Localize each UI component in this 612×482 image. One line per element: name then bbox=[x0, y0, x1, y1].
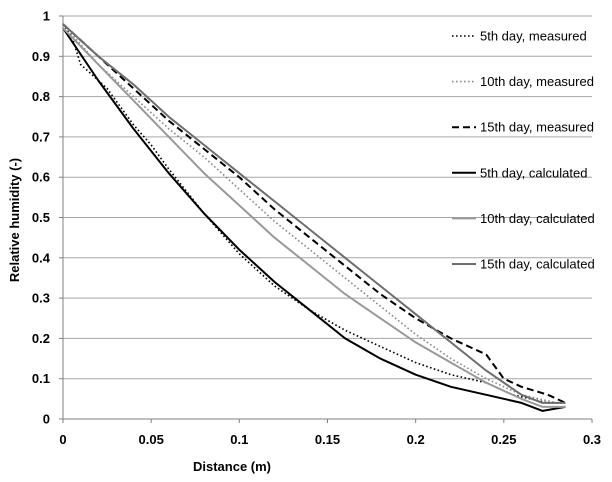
legend: 5th day, measured 10th day, measured 15th … bbox=[452, 29, 595, 272]
series-line-2 bbox=[62, 23, 557, 404]
y-tick-label: 0.5 bbox=[32, 210, 50, 225]
legend-label-4: 5th day, calculated bbox=[480, 165, 587, 180]
y-tick-label: 0.8 bbox=[32, 89, 50, 104]
series-line-3 bbox=[62, 23, 566, 404]
y-axis-title: Relative humidity (-) bbox=[7, 158, 22, 282]
ticks-layer: 0 0.1 0.2 0.3 0.4 0.5 0.6 0.7 0.8 0.9 1 0 0.05 0.1 0.1… bbox=[32, 9, 601, 448]
x-tick-label: 0.1 bbox=[230, 432, 248, 447]
grid-layer bbox=[63, 15, 592, 380]
y-tick-label: 1 bbox=[43, 9, 50, 24]
y-tick-label: 0 bbox=[43, 412, 50, 427]
series-layer bbox=[62, 23, 566, 412]
series-line-5 bbox=[62, 27, 566, 408]
legend-label-3: 15th day, measured bbox=[480, 120, 594, 135]
series-line-6 bbox=[62, 23, 566, 404]
y-tick-label: 0.7 bbox=[32, 129, 50, 144]
y-tick-label: 0.2 bbox=[32, 331, 50, 346]
y-tick-label: 0.1 bbox=[32, 371, 50, 386]
legend-label-1: 5th day, measured bbox=[480, 29, 587, 44]
series-line-4 bbox=[62, 27, 566, 412]
x-tick-label: 0.05 bbox=[139, 432, 164, 447]
legend-label-6: 15th day, calculated bbox=[480, 257, 595, 272]
x-tick-label: 0.15 bbox=[315, 432, 340, 447]
x-tick-label: 0.3 bbox=[583, 432, 601, 447]
x-axis-title: Distance (m) bbox=[193, 459, 271, 474]
x-tick-label: 0.25 bbox=[491, 432, 516, 447]
x-tick-label: 0.2 bbox=[407, 432, 425, 447]
legend-label-5: 10th day, calculated bbox=[480, 211, 595, 226]
y-tick-label: 0.9 bbox=[32, 49, 50, 64]
y-tick-label: 0.3 bbox=[32, 291, 50, 306]
y-tick-label: 0.4 bbox=[32, 250, 51, 265]
x-tick-label: 0 bbox=[59, 432, 66, 447]
y-tick-label: 0.6 bbox=[32, 170, 50, 185]
legend-label-2: 10th day, measured bbox=[480, 74, 594, 89]
